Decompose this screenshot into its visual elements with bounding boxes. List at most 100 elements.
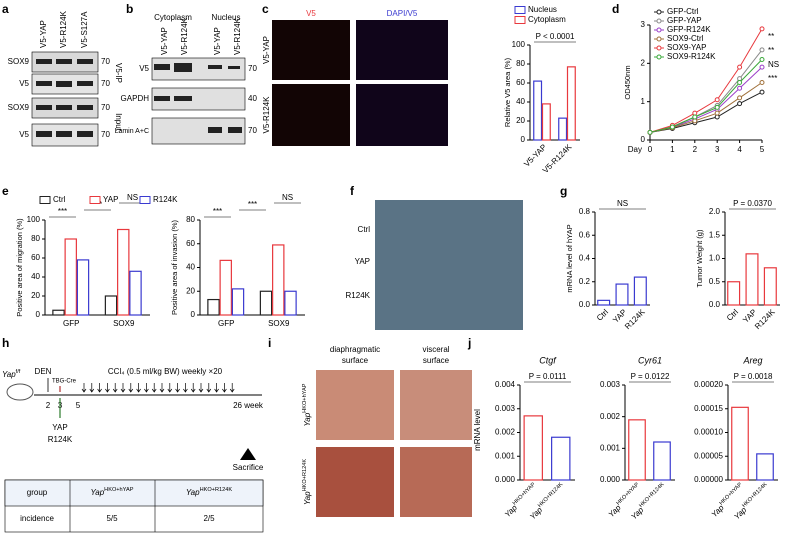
x-tick-label: 5 xyxy=(760,145,765,154)
bar xyxy=(523,415,543,481)
bar xyxy=(259,290,273,316)
panel-label: d xyxy=(612,2,619,16)
panel-label: i xyxy=(268,336,271,350)
row-label: V5 xyxy=(19,79,29,88)
data-point xyxy=(759,80,765,85)
lane-label: V5-YAP xyxy=(160,27,169,55)
x-tick-label: R124K xyxy=(623,307,647,331)
y-tick-label: 0.5 xyxy=(709,277,721,286)
annotation: P = 0.0122 xyxy=(631,372,670,381)
panel-label: j xyxy=(467,336,471,350)
y-tick-label: 0.00010 xyxy=(694,428,723,437)
x-tick-label: 4 xyxy=(737,145,742,154)
annotation: *** xyxy=(768,74,777,83)
data-point xyxy=(647,129,653,135)
y-tick-label: 0.4 xyxy=(579,254,591,263)
bar xyxy=(653,441,671,481)
y-tick-label: 60 xyxy=(516,78,525,87)
micrograph xyxy=(272,84,350,146)
lane-label: V5-R124K xyxy=(233,17,242,55)
injection-arrow xyxy=(120,383,126,393)
data-point xyxy=(737,101,743,107)
y-tick-label: 0.8 xyxy=(579,207,591,216)
bar xyxy=(284,290,297,316)
injection-arrow xyxy=(175,383,180,393)
panel-label: h xyxy=(2,336,9,350)
text-part: HKO+hYAP xyxy=(719,482,744,507)
injection-arrow xyxy=(167,383,173,393)
y-tick-label: 0 xyxy=(521,135,526,144)
chart-title: Ctgf xyxy=(539,355,557,365)
series-line xyxy=(649,28,763,133)
annotation: *** xyxy=(213,207,222,216)
panel-label: b xyxy=(126,2,133,16)
y-tick-label: 40 xyxy=(186,263,195,272)
table-cell: group xyxy=(27,488,48,497)
y-tick-label: 0.00000 xyxy=(694,475,723,484)
y-tick-label: 20 xyxy=(516,116,525,125)
text-part: Yap xyxy=(91,488,105,497)
row-label: Lamin A+C xyxy=(115,128,149,135)
text-part: HKO+R124K xyxy=(200,487,233,493)
bar xyxy=(207,298,220,316)
bar xyxy=(745,253,759,306)
annotation: P = 0.0370 xyxy=(733,199,772,208)
chart-title: Cyr61 xyxy=(638,355,662,365)
liver-photo xyxy=(316,447,394,517)
text-part: Yap xyxy=(186,488,200,497)
bar xyxy=(628,419,646,481)
table-cell: 2/5 xyxy=(203,514,215,523)
data-point xyxy=(692,114,698,120)
row-label: YAP xyxy=(355,257,370,266)
y-tick-label: 60 xyxy=(31,253,40,262)
row-label: SOX9 xyxy=(8,57,30,66)
panel-label: a xyxy=(2,2,9,16)
annotation: *** xyxy=(58,207,67,216)
y-tick-label: 80 xyxy=(516,59,525,68)
row-label: V5-YAP xyxy=(262,36,271,64)
legend-swatch xyxy=(656,27,662,33)
text-part: HKO+R124K xyxy=(302,459,308,492)
end-label: Sacrifice xyxy=(233,463,264,472)
x-tick-label: R124K xyxy=(753,307,777,331)
annotation: ** xyxy=(768,46,774,55)
y-tick-label: 40 xyxy=(516,97,525,106)
row-label: GAPDH xyxy=(121,94,150,103)
lane-label: V5-YAP xyxy=(39,20,48,48)
y-tick-label: 1.5 xyxy=(709,230,721,239)
y-axis-label: mRNA level of hYAP xyxy=(565,224,574,292)
legend-swatch xyxy=(656,36,662,42)
legend-label: Nucleus xyxy=(528,5,557,14)
column-label: surface xyxy=(423,356,450,365)
y-axis-label: mRNA level xyxy=(473,409,482,451)
table-cell: incidence xyxy=(20,514,54,523)
data-point xyxy=(737,95,743,101)
data-point xyxy=(737,64,743,70)
y-tick-label: 3 xyxy=(641,20,646,29)
week-label: 2 xyxy=(46,401,51,410)
y-tick-label: 0.001 xyxy=(600,443,621,452)
y-tick-label: 0.002 xyxy=(495,428,516,437)
table-cell: YapHKO+hYAP xyxy=(91,487,134,497)
injection-arrow xyxy=(97,383,102,393)
bar xyxy=(533,80,543,141)
y-axis-label: Positive area of migration (%) xyxy=(15,218,24,317)
group-label: Nucleus xyxy=(212,13,241,22)
y-axis-label: Tumor Weight (g) xyxy=(695,229,704,287)
bar xyxy=(727,281,741,306)
text-part: Yap xyxy=(2,370,16,379)
data-point xyxy=(759,26,765,32)
mw-label: 70 xyxy=(101,79,110,88)
row-label: YapHKO+hYAP xyxy=(302,383,312,426)
annotation: ** xyxy=(768,32,774,41)
legend-label: SOX9-R124K xyxy=(667,52,716,61)
x-tick-label: SOX9 xyxy=(113,319,135,328)
data-point xyxy=(759,47,765,53)
y-axis-label: Relative V5 area (%) xyxy=(503,57,512,127)
y-tick-label: 0.004 xyxy=(495,380,516,389)
bar xyxy=(52,309,65,316)
bar xyxy=(219,259,232,316)
legend-swatch xyxy=(514,6,526,14)
y-tick-label: 2.0 xyxy=(709,207,721,216)
